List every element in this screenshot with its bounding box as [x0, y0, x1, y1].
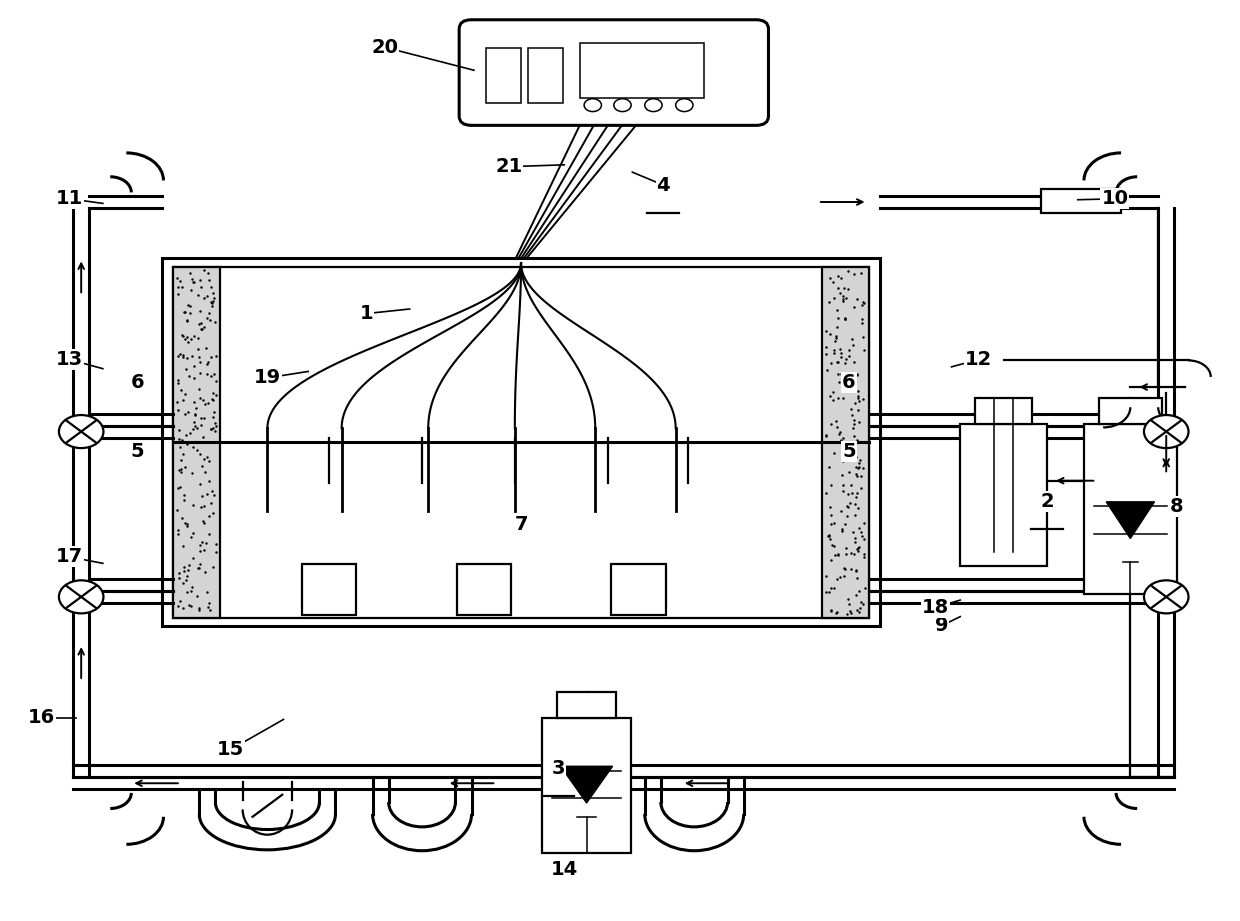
- Circle shape: [614, 99, 631, 111]
- Text: 20: 20: [372, 38, 398, 57]
- Text: 21: 21: [495, 157, 522, 176]
- Text: 15: 15: [217, 740, 244, 759]
- Bar: [1084, 424, 1177, 594]
- Text: 4: 4: [656, 176, 670, 194]
- Bar: [456, 565, 511, 614]
- Text: 7: 7: [515, 515, 528, 534]
- Text: 1: 1: [360, 304, 373, 323]
- Text: 6: 6: [130, 373, 144, 392]
- Circle shape: [60, 415, 103, 449]
- FancyBboxPatch shape: [459, 19, 769, 125]
- Bar: [611, 565, 666, 614]
- Text: 17: 17: [56, 547, 83, 566]
- Bar: [162, 259, 880, 625]
- Bar: [486, 48, 521, 103]
- Bar: [557, 692, 616, 717]
- Circle shape: [676, 99, 693, 111]
- Text: 12: 12: [965, 350, 992, 369]
- Text: 14: 14: [551, 859, 578, 879]
- Bar: [822, 267, 869, 617]
- Text: 3: 3: [552, 759, 565, 777]
- Bar: [303, 565, 356, 614]
- Bar: [542, 717, 631, 854]
- Text: 5: 5: [842, 442, 856, 460]
- Polygon shape: [560, 766, 613, 803]
- Text: 5: 5: [130, 442, 144, 460]
- Bar: [1040, 189, 1121, 214]
- Circle shape: [1145, 580, 1188, 613]
- Text: 10: 10: [1101, 190, 1128, 208]
- Text: 2: 2: [1040, 493, 1054, 511]
- Text: 19: 19: [254, 368, 281, 388]
- Text: 8: 8: [1169, 497, 1183, 516]
- Text: 11: 11: [56, 190, 83, 208]
- Bar: [528, 48, 563, 103]
- Bar: [174, 267, 869, 617]
- Circle shape: [584, 99, 601, 111]
- Polygon shape: [1106, 502, 1154, 539]
- Bar: [174, 267, 221, 617]
- Bar: [580, 42, 704, 98]
- Circle shape: [60, 580, 103, 613]
- Bar: [960, 424, 1047, 566]
- Text: 13: 13: [56, 350, 83, 369]
- Text: 6: 6: [842, 373, 856, 392]
- Bar: [1099, 398, 1162, 424]
- Bar: [975, 398, 1032, 424]
- Text: 9: 9: [935, 616, 949, 635]
- Text: 16: 16: [27, 708, 55, 727]
- Circle shape: [1145, 415, 1188, 449]
- Text: 18: 18: [921, 598, 949, 617]
- Circle shape: [645, 99, 662, 111]
